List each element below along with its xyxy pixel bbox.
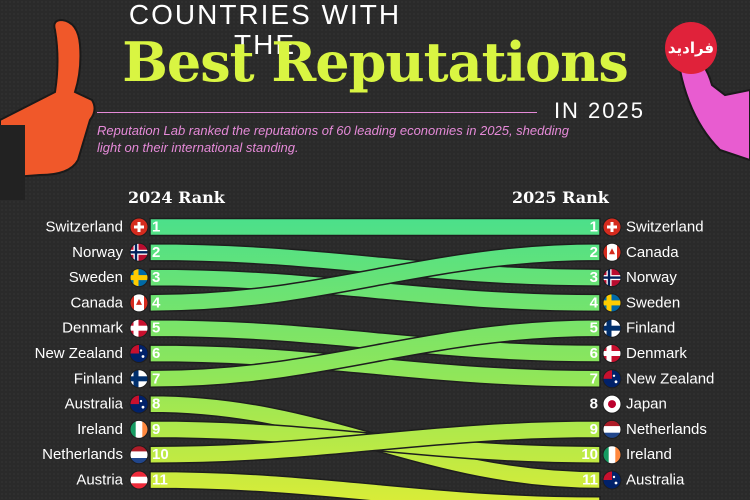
left-rank-number: 7 xyxy=(152,370,160,387)
thumbs-up-icon xyxy=(0,18,96,200)
left-country-label: Canada xyxy=(70,294,123,311)
new-zealand-flag-icon xyxy=(602,369,622,389)
right-rank-number: 1 xyxy=(590,219,598,236)
right-rank-number: 7 xyxy=(590,370,598,387)
norway-flag-icon xyxy=(602,268,622,288)
left-rank-number: 8 xyxy=(152,396,160,413)
headline-year: IN 2025 xyxy=(553,98,645,123)
right-country-label: New Zealand xyxy=(626,370,714,387)
left-country-label: Sweden xyxy=(69,269,123,286)
finland-flag-icon xyxy=(602,318,622,338)
left-country-label: Denmark xyxy=(62,320,123,337)
denmark-flag-icon xyxy=(129,318,149,338)
left-country-label: New Zealand xyxy=(35,345,123,362)
left-column-header: 2024 Rank xyxy=(128,188,225,207)
netherlands-flag-icon xyxy=(129,445,149,465)
australia-flag-icon xyxy=(129,394,149,414)
headline-top: COUNTRIES WITH THE xyxy=(128,0,402,60)
australia-flag-icon xyxy=(602,470,622,490)
right-country-label: Ireland xyxy=(626,446,672,463)
right-rank-number: 8 xyxy=(590,396,598,413)
right-country-label: Canada xyxy=(626,244,679,261)
japan-flag-icon xyxy=(602,394,622,414)
left-rank-number: 9 xyxy=(152,421,160,438)
right-column-header: 2025 Rank xyxy=(512,188,609,207)
right-rank-number: 3 xyxy=(590,269,598,286)
finland-flag-icon xyxy=(129,369,149,389)
right-country-label: Switzerland xyxy=(626,219,704,236)
right-country-label: Denmark xyxy=(626,345,687,362)
ireland-flag-icon xyxy=(602,445,622,465)
denmark-flag-icon xyxy=(602,344,622,363)
right-rank-number: 4 xyxy=(590,294,599,311)
right-rank-number: 6 xyxy=(590,345,598,362)
flow-bands xyxy=(149,217,601,500)
flow-band-switzerland xyxy=(149,217,601,237)
left-rank-number: 5 xyxy=(152,320,160,337)
left-country-label: Netherlands xyxy=(42,446,123,463)
austria-flag-icon xyxy=(129,470,149,490)
right-country-label: Australia xyxy=(626,472,685,489)
right-country-label: Norway xyxy=(626,269,677,286)
right-rank-number: 2 xyxy=(590,244,598,261)
left-country-label: Finland xyxy=(74,370,123,387)
right-rank-column: 1 Switzerland 2 Canada 3 Norway 4 Sweden 5 Finlan… xyxy=(581,217,714,490)
left-rank-number: 3 xyxy=(152,269,160,286)
flow-band-netherlands xyxy=(149,420,601,464)
flow-band-denmark xyxy=(149,318,601,363)
sweden-flag-icon xyxy=(129,268,149,288)
sweden-flag-icon xyxy=(602,293,622,313)
right-rank-number: 11 xyxy=(582,472,598,489)
ireland-flag-icon xyxy=(129,419,149,439)
flow-band-austria xyxy=(149,470,601,500)
left-rank-number: 10 xyxy=(152,446,169,463)
right-rank-number: 10 xyxy=(581,446,598,463)
norway-flag-icon xyxy=(129,242,149,262)
flow-band-norway xyxy=(149,243,601,287)
netherlands-flag-icon xyxy=(602,419,622,439)
left-rank-number: 4 xyxy=(152,294,161,311)
left-rank-number: 6 xyxy=(152,345,160,362)
flow-band-canada xyxy=(149,243,601,313)
right-country-label: Finland xyxy=(626,320,675,337)
subtitle: Reputation Lab ranked the reputations of… xyxy=(97,123,569,155)
left-rank-column: Switzerland 1 Norway 2 Sweden 3 Canada 4 Denmark… xyxy=(35,217,169,490)
right-country-label: Sweden xyxy=(626,294,680,311)
canada-flag-icon xyxy=(129,293,149,313)
left-rank-number: 1 xyxy=(152,219,160,236)
right-country-label: Netherlands xyxy=(626,421,707,438)
left-country-label: Austria xyxy=(76,472,123,489)
new-zealand-flag-icon xyxy=(129,344,149,363)
switzerland-flag-icon xyxy=(602,217,622,237)
right-rank-number: 5 xyxy=(590,320,598,337)
left-rank-number: 11 xyxy=(152,472,168,489)
page-title: Best Reputations xyxy=(122,30,628,94)
left-country-label: Ireland xyxy=(77,421,123,438)
switzerland-flag-icon xyxy=(129,217,149,237)
flow-band-finland xyxy=(149,318,601,389)
left-rank-number: 2 xyxy=(152,244,160,261)
canada-flag-icon xyxy=(602,242,622,262)
left-country-label: Norway xyxy=(72,244,123,261)
right-country-label: Japan xyxy=(626,396,667,413)
right-rank-number: 9 xyxy=(590,421,598,438)
left-country-label: Switzerland xyxy=(45,219,123,236)
left-country-label: Australia xyxy=(65,396,124,413)
brand-logo: فرادید xyxy=(665,22,717,74)
title-divider xyxy=(97,112,537,113)
